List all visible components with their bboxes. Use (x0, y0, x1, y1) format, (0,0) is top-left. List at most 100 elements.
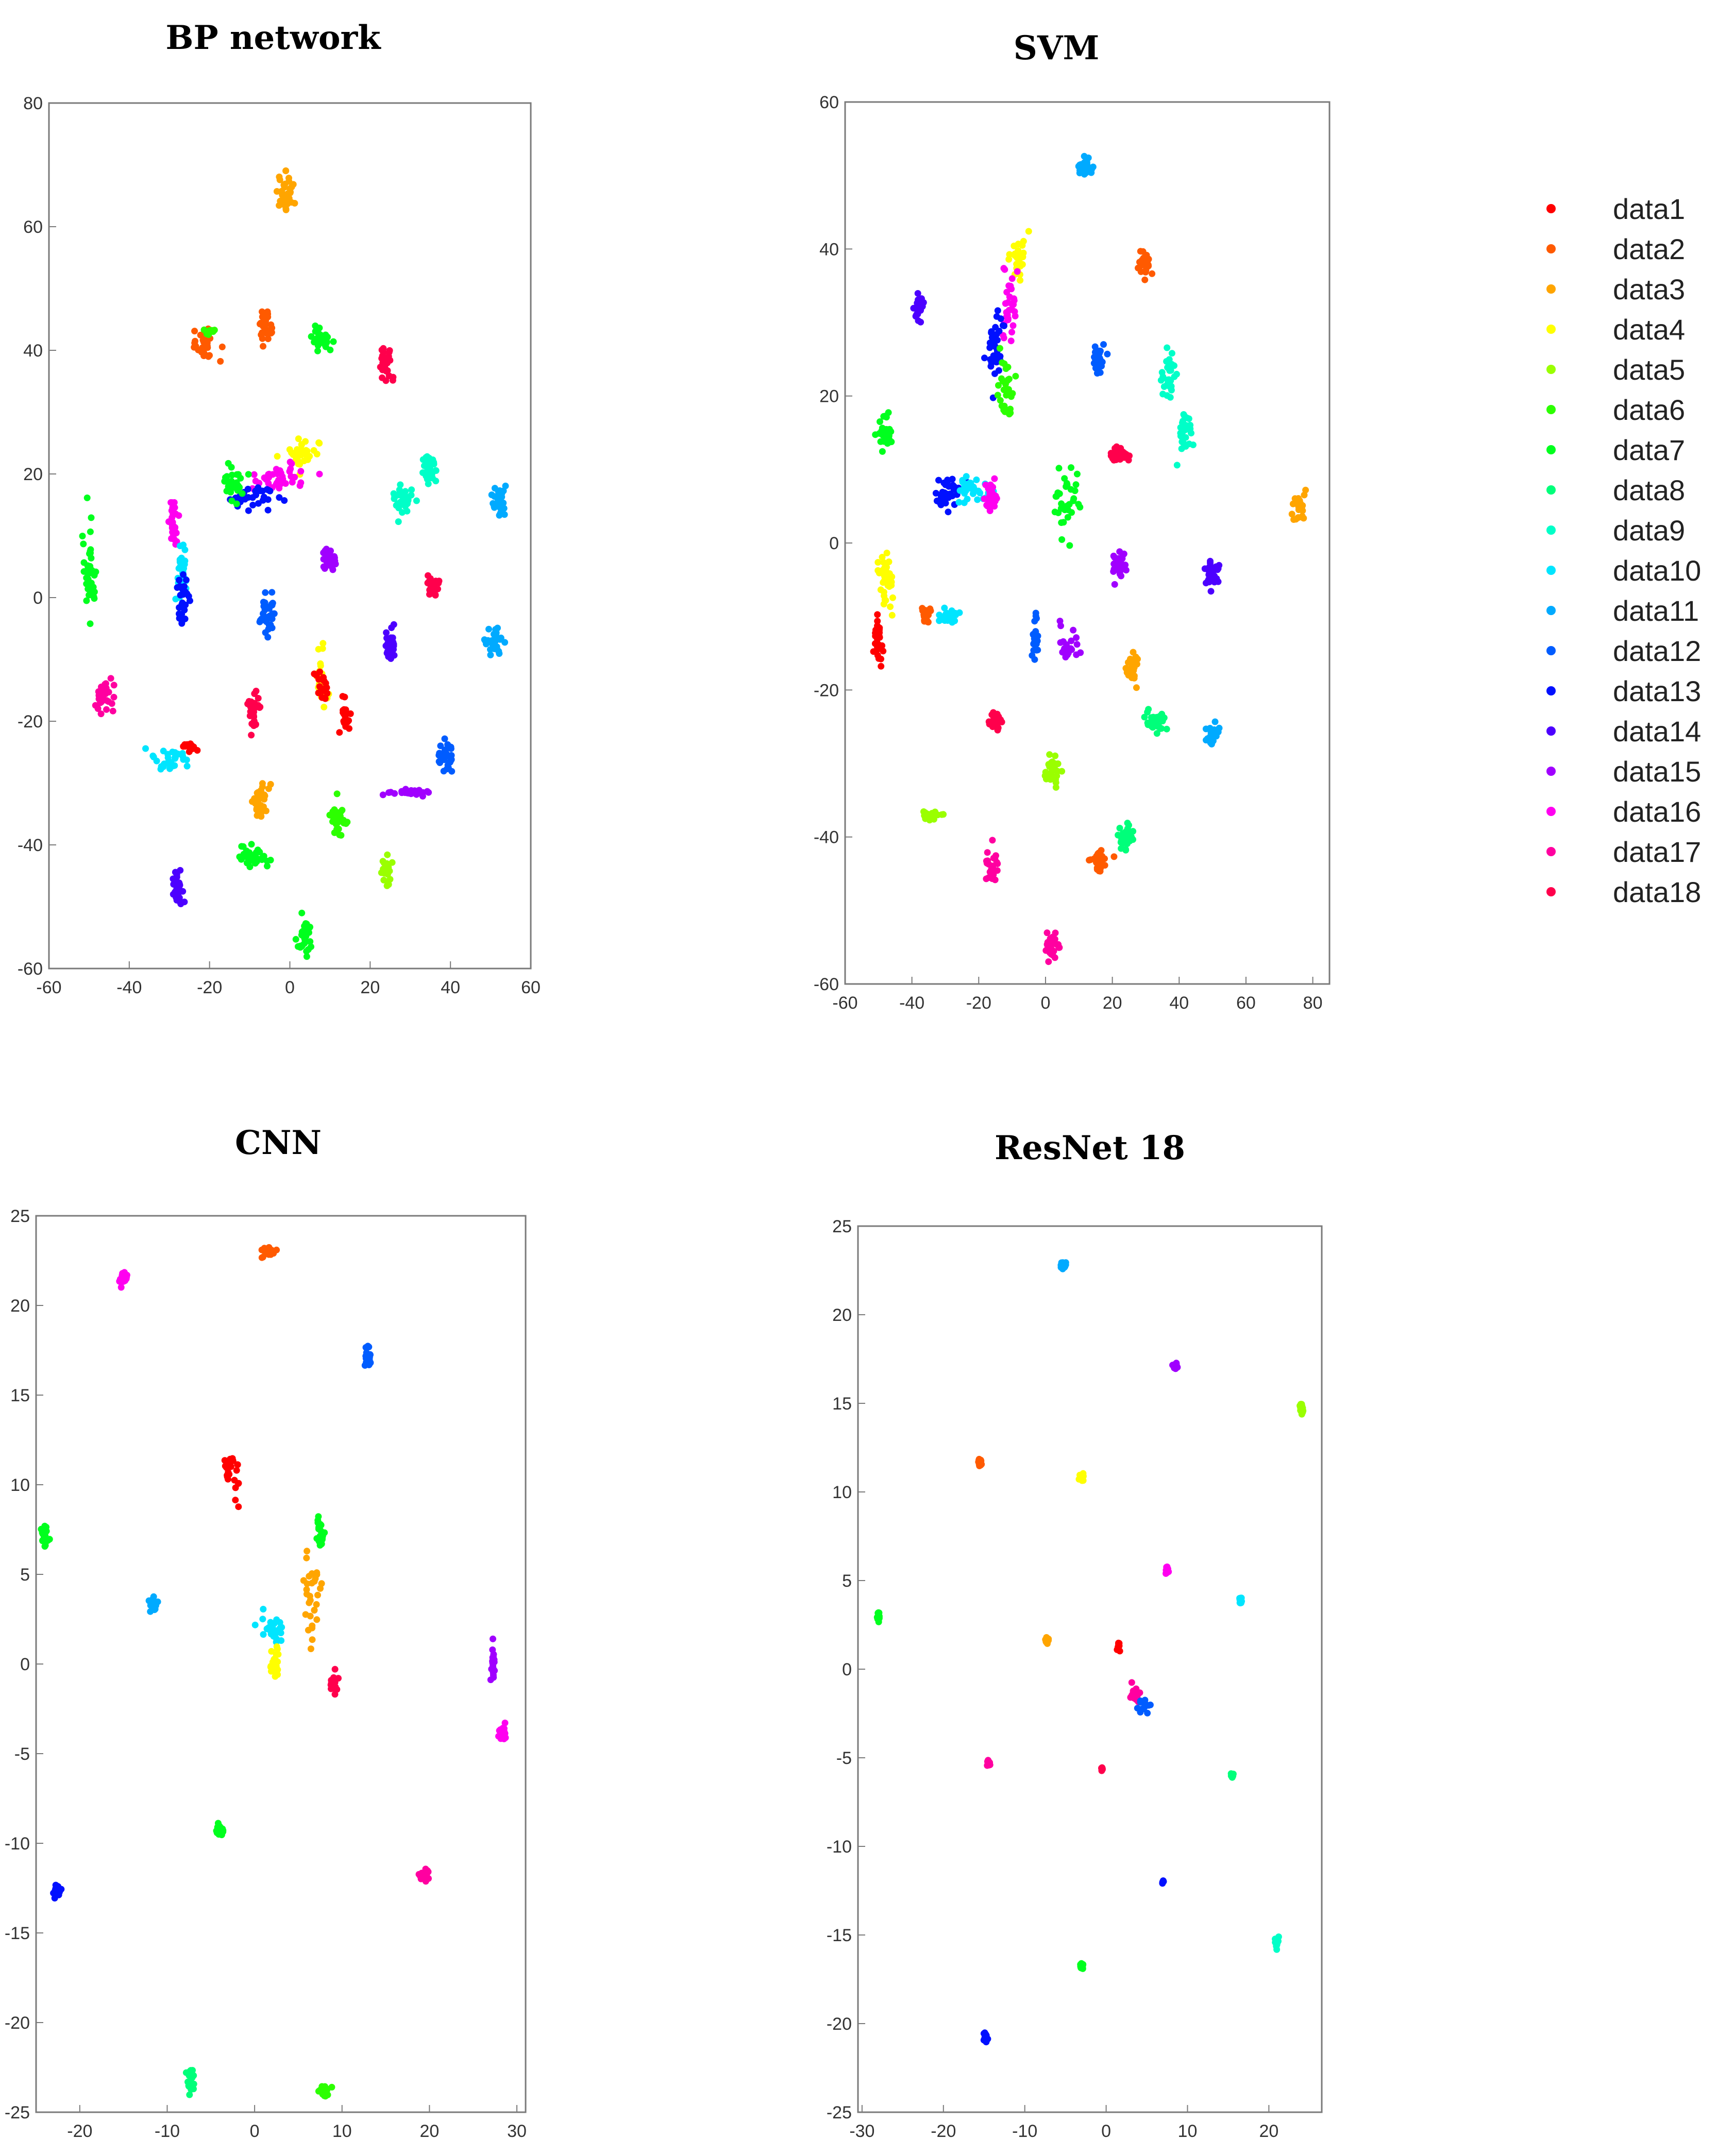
data-point (342, 713, 349, 720)
cluster-data11 (481, 624, 509, 658)
data-point (425, 789, 432, 796)
data-point (1068, 464, 1074, 471)
data-point (255, 484, 262, 491)
data-point (1067, 486, 1074, 493)
data-point (1274, 1937, 1281, 1944)
cluster-data13 (932, 476, 970, 516)
data-point (218, 1831, 225, 1839)
data-point (1012, 372, 1019, 380)
data-point (1008, 285, 1015, 293)
data-point (1122, 567, 1130, 574)
data-point (388, 634, 395, 641)
data-point (994, 867, 1001, 874)
data-point (1056, 618, 1064, 624)
data-point (274, 1645, 281, 1653)
data-point (110, 693, 117, 701)
y-tick-label: -20 (18, 712, 43, 732)
x-tick-label: 20 (1259, 2121, 1278, 2141)
data-point (423, 1873, 430, 1880)
data-point (1073, 634, 1080, 641)
data-point (874, 618, 881, 625)
cluster-data7 (292, 909, 314, 960)
cluster-data8 (1115, 820, 1137, 854)
y-tick-label: 20 (10, 1296, 30, 1316)
data-point (388, 624, 395, 631)
cluster-data16 (1000, 265, 1021, 345)
cluster-data13 (174, 571, 193, 627)
data-point (992, 493, 999, 500)
data-point (996, 345, 1003, 352)
y-tick-label: -25 (827, 2103, 852, 2123)
cluster-data18 (424, 572, 443, 599)
data-point (186, 2091, 193, 2098)
data-point (951, 617, 958, 624)
data-point (1164, 376, 1171, 383)
data-point (181, 546, 189, 553)
y-tick-label: -20 (827, 2014, 852, 2034)
y-tick-label: -15 (5, 1924, 30, 1943)
data-point (961, 483, 968, 490)
y-tick-label: 0 (842, 1660, 852, 1679)
data-point (1032, 609, 1039, 617)
cluster-data16 (495, 1719, 509, 1742)
data-point (269, 471, 276, 478)
x-tick-label: 60 (521, 978, 541, 997)
data-point (249, 857, 256, 864)
data-point (1062, 504, 1069, 512)
data-point (1137, 1699, 1144, 1706)
data-point (183, 741, 191, 748)
data-point (973, 476, 980, 483)
data-point (258, 856, 265, 863)
cluster-data7 (236, 841, 274, 871)
data-point (1209, 727, 1217, 734)
legend-label-data16: data16 (1613, 795, 1701, 828)
data-point (987, 481, 994, 488)
chart-panel-3: CNN -20 -10 0 10 20 30 -25 -20 -15 -10 -5 0 5 10 15 20 25 (5, 1124, 527, 2141)
data-point (264, 496, 272, 503)
data-point (1207, 739, 1214, 746)
cluster-data9 (390, 481, 420, 525)
data-point (264, 506, 272, 514)
data-point (160, 748, 167, 755)
data-point (179, 599, 186, 606)
cluster-data13 (1159, 1877, 1167, 1887)
legend-marker (1546, 525, 1556, 535)
data-point (874, 625, 882, 633)
data-point (171, 754, 178, 761)
cluster-data7 (1077, 1960, 1087, 1972)
data-point (83, 581, 91, 588)
cluster-data13 (50, 1881, 65, 1902)
legend-marker (1546, 887, 1556, 896)
chart-title: ResNet 18 (995, 1129, 1185, 1167)
data-point (490, 1653, 497, 1660)
data-point (255, 694, 262, 702)
data-point (448, 752, 455, 759)
data-point (1237, 1599, 1244, 1606)
data-point (175, 885, 182, 892)
data-point (1073, 470, 1081, 478)
data-point (1168, 350, 1175, 357)
data-point (489, 1659, 496, 1666)
data-point (210, 328, 217, 335)
data-point (232, 1497, 239, 1504)
y-tick-label: 25 (832, 1217, 852, 1236)
data-point (329, 566, 336, 573)
legend-label-data5: data5 (1613, 353, 1685, 386)
data-point (989, 342, 996, 349)
data-point (1167, 383, 1174, 390)
data-point (88, 554, 95, 562)
data-point (432, 478, 440, 485)
data-point (189, 2067, 196, 2074)
data-point (485, 625, 492, 633)
data-point (314, 347, 321, 354)
data-point (1052, 493, 1059, 500)
chart-title: BP network (165, 19, 381, 57)
data-point (882, 597, 889, 604)
data-point (1215, 578, 1222, 585)
data-point (1020, 249, 1027, 257)
data-point (51, 1895, 58, 1902)
data-point (1137, 248, 1144, 255)
data-point (265, 480, 272, 487)
data-point (994, 726, 1001, 734)
data-point (1113, 443, 1120, 450)
